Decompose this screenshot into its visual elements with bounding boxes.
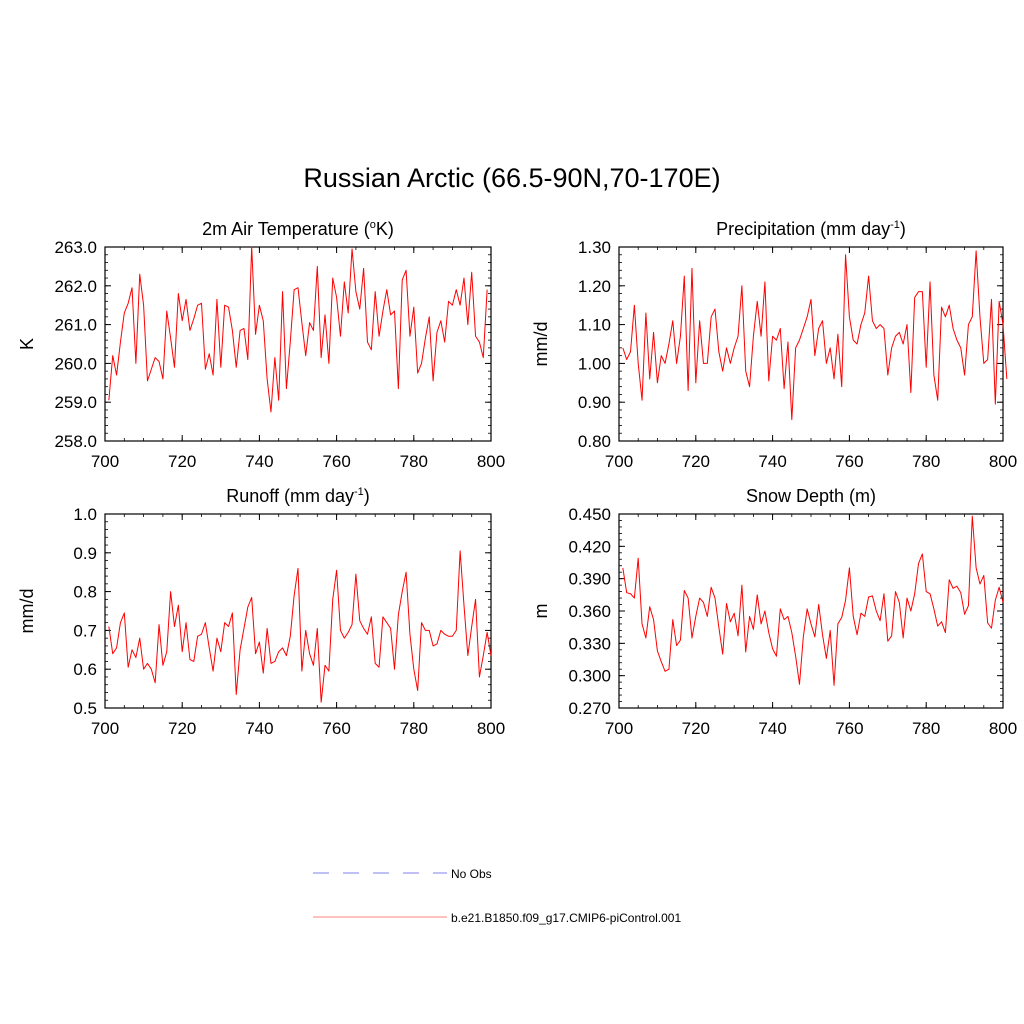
x-tick-label: 700 bbox=[605, 452, 633, 471]
panel-title-superscript: o bbox=[370, 219, 376, 231]
y-tick-label: 259.0 bbox=[54, 393, 97, 412]
plot-frame bbox=[618, 513, 1004, 709]
x-tick-label: 800 bbox=[477, 719, 505, 738]
panel-title: Snow Depth (m) bbox=[746, 486, 876, 506]
panel-title-end: ) bbox=[364, 486, 370, 506]
x-tick-label: 740 bbox=[758, 452, 786, 471]
plot-frame bbox=[104, 513, 492, 709]
plot-frame bbox=[104, 246, 492, 442]
x-tick-label: 800 bbox=[989, 452, 1017, 471]
series-line-snow-depth bbox=[622, 515, 1004, 686]
panel-title: Runoff (mm day-1) bbox=[226, 486, 370, 506]
x-tick-label: 740 bbox=[245, 452, 273, 471]
panel-title-main: Snow Depth (m) bbox=[746, 486, 876, 506]
x-tick-label: 720 bbox=[168, 452, 196, 471]
y-tick-label: 0.390 bbox=[568, 570, 611, 589]
y-tick-label: 1.00 bbox=[578, 354, 611, 373]
y-tick-label: 0.270 bbox=[568, 699, 611, 718]
y-tick-label: 263.0 bbox=[54, 238, 97, 257]
x-tick-label: 760 bbox=[835, 719, 863, 738]
y-tick-label: 0.420 bbox=[568, 537, 611, 556]
y-tick-label: 0.300 bbox=[568, 667, 611, 686]
x-tick-label: 760 bbox=[835, 452, 863, 471]
chart-runoff: 700 720 740 760 780 800 0.5 0.6 0.7 0.8 0.9 1.0 mm/d… bbox=[17, 486, 505, 738]
x-tick-label: 740 bbox=[758, 719, 786, 738]
x-tick-label: 700 bbox=[91, 719, 119, 738]
x-tick-label: 800 bbox=[989, 719, 1017, 738]
chart-snow-depth: 700 720 740 760 780 800 0.270 0.300 0.330 0.360 0.… bbox=[531, 486, 1017, 738]
y-tick-label: 261.0 bbox=[54, 316, 97, 335]
y-axis-label: mm/d bbox=[17, 589, 37, 634]
y-tick-label: 262.0 bbox=[54, 277, 97, 296]
panel-title-main: Runoff (mm day bbox=[226, 486, 354, 506]
x-tick-label: 760 bbox=[322, 719, 350, 738]
series-line-runoff bbox=[108, 550, 492, 703]
x-tick-label: 720 bbox=[682, 719, 710, 738]
y-axis-label: mm/d bbox=[531, 322, 551, 367]
panel-title: Precipitation (mm day-1) bbox=[716, 219, 906, 239]
y-tick-label: 1.0 bbox=[73, 505, 97, 524]
y-tick-label: 0.6 bbox=[73, 660, 97, 679]
x-tick-label: 760 bbox=[322, 452, 350, 471]
panel-title: 2m Air Temperature (oK) bbox=[202, 219, 394, 239]
y-tick-label: 0.8 bbox=[73, 583, 97, 602]
y-axis-label: m bbox=[531, 604, 551, 619]
x-tick-label: 700 bbox=[91, 452, 119, 471]
y-tick-label: 0.90 bbox=[578, 393, 611, 412]
y-axis-label: K bbox=[17, 338, 37, 350]
y-tick-label: 0.80 bbox=[578, 432, 611, 451]
chart-temperature: 700 720 740 760 780 800 258.0 259.0 260.0 261.0 26… bbox=[17, 219, 505, 471]
x-tick-label: 780 bbox=[400, 452, 428, 471]
panel-title-main: 2m Air Temperature ( bbox=[202, 219, 370, 239]
y-tick-label: 1.30 bbox=[578, 238, 611, 257]
y-tick-label: 1.20 bbox=[578, 277, 611, 296]
y-tick-label: 0.450 bbox=[568, 505, 611, 524]
x-tick-label: 720 bbox=[168, 719, 196, 738]
y-tick-label: 0.7 bbox=[73, 621, 97, 640]
y-tick-label: 258.0 bbox=[54, 432, 97, 451]
x-tick-label: 740 bbox=[245, 719, 273, 738]
series-line-temperature bbox=[108, 246, 488, 413]
y-tick-label: 0.330 bbox=[568, 634, 611, 653]
x-tick-label: 720 bbox=[682, 452, 710, 471]
plot-frame bbox=[618, 246, 1004, 442]
y-tick-label: 0.360 bbox=[568, 602, 611, 621]
x-tick-label: 780 bbox=[912, 719, 940, 738]
x-tick-label: 780 bbox=[912, 452, 940, 471]
x-tick-label: 800 bbox=[477, 452, 505, 471]
panel-title-main: Precipitation (mm day bbox=[716, 219, 890, 239]
chart-precipitation: 700 720 740 760 780 800 0.80 0.90 1.00 1.10 1.20 1.… bbox=[531, 219, 1017, 471]
panel-title-end: ) bbox=[900, 219, 906, 239]
x-tick-label: 700 bbox=[605, 719, 633, 738]
figure-title: Russian Arctic (66.5-90N,70-170E) bbox=[303, 163, 721, 193]
panel-title-superscript: -1 bbox=[354, 486, 364, 498]
y-tick-label: 260.0 bbox=[54, 354, 97, 373]
x-tick-label: 780 bbox=[400, 719, 428, 738]
series-line-precipitation bbox=[622, 250, 1008, 421]
panel-title-end: K) bbox=[376, 219, 394, 239]
y-tick-label: 1.10 bbox=[578, 316, 611, 335]
y-tick-label: 0.5 bbox=[73, 699, 97, 718]
panel-title-superscript: -1 bbox=[890, 219, 900, 231]
y-tick-label: 0.9 bbox=[73, 544, 97, 563]
